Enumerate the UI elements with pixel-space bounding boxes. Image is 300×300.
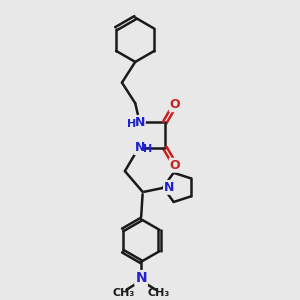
Text: CH₃: CH₃ bbox=[148, 288, 170, 298]
Text: O: O bbox=[170, 98, 180, 111]
Text: N: N bbox=[164, 181, 174, 194]
Text: CH₃: CH₃ bbox=[112, 288, 135, 298]
Text: N: N bbox=[134, 141, 145, 154]
Text: H: H bbox=[127, 119, 136, 129]
Text: H: H bbox=[143, 144, 153, 154]
Text: N: N bbox=[134, 116, 145, 129]
Text: N: N bbox=[135, 271, 147, 285]
Text: O: O bbox=[170, 159, 180, 172]
